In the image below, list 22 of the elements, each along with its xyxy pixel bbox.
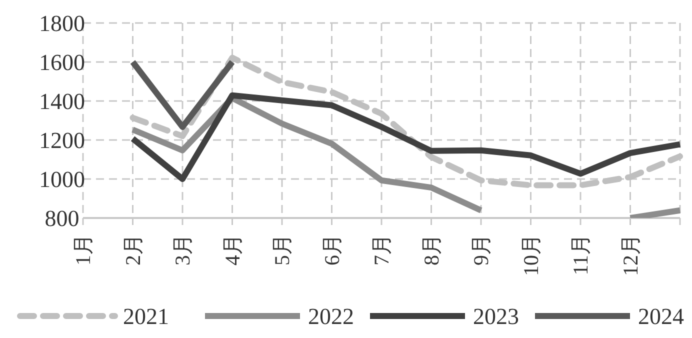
- x-tick-label: 1月: [71, 234, 95, 266]
- x-tick-label: 6月: [320, 234, 344, 266]
- x-tick-label: 3月: [170, 234, 194, 266]
- x-tick-label: 4月: [220, 234, 244, 266]
- y-tick-label: 1800: [39, 11, 85, 36]
- legend-label: 2021: [123, 304, 169, 329]
- legend-label: 2024: [638, 304, 684, 329]
- legend-label: 2023: [473, 304, 519, 329]
- x-tick-label: 10月: [518, 234, 543, 276]
- legend-label: 2022: [308, 304, 354, 329]
- x-tick-label: 8月: [419, 234, 444, 266]
- x-tick-label: 5月: [270, 234, 294, 266]
- x-tick-label: 9月: [469, 234, 493, 266]
- y-tick-label: 800: [44, 206, 80, 231]
- y-tick-label: 1600: [39, 50, 85, 75]
- x-tick-label: 7月: [370, 234, 394, 266]
- x-tick-label: 11月: [568, 234, 592, 276]
- y-tick-label: 1200: [39, 128, 85, 153]
- y-tick-label: 1000: [39, 167, 85, 192]
- y-tick-label: 1400: [39, 89, 85, 114]
- x-tick-label: 2月: [120, 234, 145, 266]
- x-tick-label: 12月: [618, 234, 642, 276]
